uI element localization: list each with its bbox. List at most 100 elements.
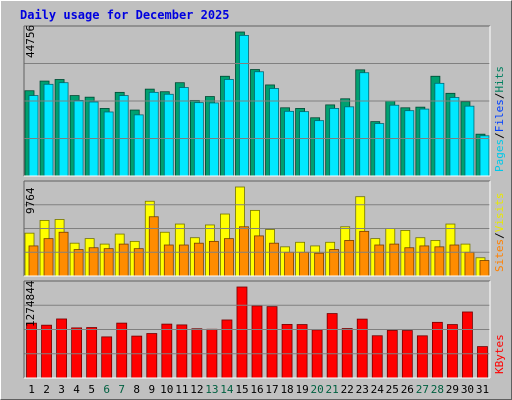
kbytes-bar-kbytes-day-27 (416, 335, 428, 379)
kbytes-bar-kbytes-day-26 (401, 330, 413, 379)
day-label-19: 19 (295, 383, 308, 396)
visits-bar-sites-day-27 (419, 245, 430, 277)
day-label-15: 15 (235, 383, 248, 396)
day-label-14: 14 (220, 383, 234, 396)
day-label-24: 24 (371, 383, 385, 396)
day-label-5: 5 (88, 383, 95, 396)
hits-bar-files-day-2 (43, 83, 54, 177)
visits-bar-sites-day-14 (224, 238, 234, 277)
day-label-12: 12 (190, 383, 203, 396)
visits-bar-sites-day-15 (239, 226, 249, 277)
kbytes-bar-kbytes-day-4 (71, 327, 83, 379)
visits-legend-sites: Sites (493, 239, 506, 272)
hits-legend-hits: Hits (493, 66, 506, 93)
hits-bar-files-day-31 (479, 135, 490, 177)
visits-bar-sites-day-21 (329, 249, 340, 277)
visits-max-label: 9764 (24, 187, 37, 214)
visits-bar-sites-day-19 (299, 251, 309, 277)
hits-bar-files-day-14 (224, 79, 234, 177)
hits-bar-files-day-26 (404, 110, 415, 177)
visits-legend: Sites/Visits (493, 193, 506, 273)
day-label-25: 25 (386, 383, 399, 396)
day-label-1: 1 (28, 383, 35, 396)
kbytes-bar-kbytes-day-3 (56, 318, 67, 379)
day-label-17: 17 (265, 383, 278, 396)
visits-bar-sites-day-6 (103, 248, 114, 277)
kbytes-max-label: 1274844 (24, 280, 37, 327)
hits-legend-files: Files (493, 99, 506, 132)
kbytes-bar-kbytes-day-6 (101, 336, 113, 379)
kbytes-bar-kbytes-day-7 (116, 322, 128, 379)
kbytes-bar-kbytes-day-16 (251, 305, 263, 379)
visits-bar-sites-day-24 (374, 244, 385, 277)
day-label-27: 27 (416, 383, 429, 396)
hits-bar-files-day-22 (344, 106, 355, 177)
hits-bar-files-day-17 (269, 88, 279, 177)
kbytes-bar-kbytes-day-19 (296, 324, 308, 379)
hits-bar-files-day-25 (389, 104, 400, 177)
kbytes-bar-kbytes-day-14 (221, 319, 233, 379)
day-label-16: 16 (250, 383, 263, 396)
day-label-8: 8 (133, 383, 140, 396)
day-label-23: 23 (356, 383, 369, 396)
day-label-26: 26 (401, 383, 414, 396)
hits-bar-files-day-24 (374, 123, 385, 177)
kbytes-legend: KBytes (493, 334, 506, 374)
day-label-30: 30 (461, 383, 474, 396)
visits-bar-sites-day-11 (178, 244, 189, 277)
day-label-18: 18 (280, 383, 293, 396)
kbytes-bar-kbytes-day-11 (176, 324, 188, 379)
hits-bar-files-day-1 (28, 95, 39, 177)
visits-bar-sites-day-25 (389, 243, 400, 277)
kbytes-bar-kbytes-day-2 (41, 324, 52, 379)
day-label-10: 10 (160, 383, 173, 396)
visits-bar-sites-day-4 (73, 249, 84, 277)
hits-bar-files-day-3 (58, 82, 69, 177)
kbytes-bar-kbytes-day-30 (462, 311, 473, 379)
hits-bar-files-day-20 (314, 120, 325, 177)
hits-bar-files-day-10 (163, 93, 174, 177)
hits-bar-files-day-30 (464, 105, 475, 177)
hits-bar-files-day-12 (193, 102, 204, 177)
hits-bar-files-day-6 (103, 111, 114, 177)
visits-bar-sites-day-28 (434, 246, 445, 277)
hits-bar-files-day-18 (284, 110, 294, 177)
visits-bar-sites-day-18 (284, 251, 294, 277)
hits-bar-files-day-19 (299, 111, 309, 177)
day-label-2: 2 (43, 383, 50, 396)
day-label-6: 6 (103, 383, 110, 396)
visits-bar-sites-day-12 (193, 242, 204, 277)
kbytes-bar-kbytes-day-15 (236, 286, 248, 379)
visits-bar-sites-day-9 (148, 216, 159, 277)
day-label-22: 22 (341, 383, 354, 396)
day-label-29: 29 (446, 383, 459, 396)
kbytes-legend-kbytes: KBytes (493, 334, 506, 374)
visits-bar-sites-day-2 (43, 238, 54, 277)
kbytes-bar-kbytes-day-28 (431, 321, 443, 379)
hits-legend-separator: / (493, 93, 506, 100)
visits-bar-sites-day-29 (449, 244, 460, 277)
day-label-13: 13 (205, 383, 218, 396)
kbytes-bar-kbytes-day-29 (447, 324, 458, 379)
visits-bar-sites-day-1 (28, 245, 39, 277)
kbytes-bar-kbytes-day-31 (477, 346, 488, 379)
day-label-21: 21 (326, 383, 339, 396)
kbytes-bar-kbytes-day-18 (281, 323, 293, 379)
day-label-7: 7 (118, 383, 125, 396)
kbytes-bar-kbytes-day-21 (326, 313, 338, 379)
visits-bar-sites-day-20 (314, 252, 325, 277)
visits-bar-sites-day-16 (254, 235, 264, 277)
visits-bar-sites-day-10 (163, 244, 174, 277)
hits-bar-files-day-28 (434, 82, 445, 177)
hits-bar-files-day-21 (329, 108, 340, 177)
hits-bar-files-day-8 (133, 114, 144, 177)
visits-bar-sites-day-13 (209, 240, 219, 277)
kbytes-bar-kbytes-day-5 (86, 327, 98, 379)
kbytes-bar-kbytes-day-10 (161, 323, 173, 379)
hits-legend: Pages/Files/Hits (493, 66, 506, 172)
hits-legend-pages: Pages (493, 139, 506, 172)
hits-bar-files-day-15 (239, 34, 249, 177)
chart-title: Daily usage for December 2025 (20, 8, 230, 22)
day-label-9: 9 (148, 383, 155, 396)
kbytes-bar-kbytes-day-9 (146, 333, 158, 379)
